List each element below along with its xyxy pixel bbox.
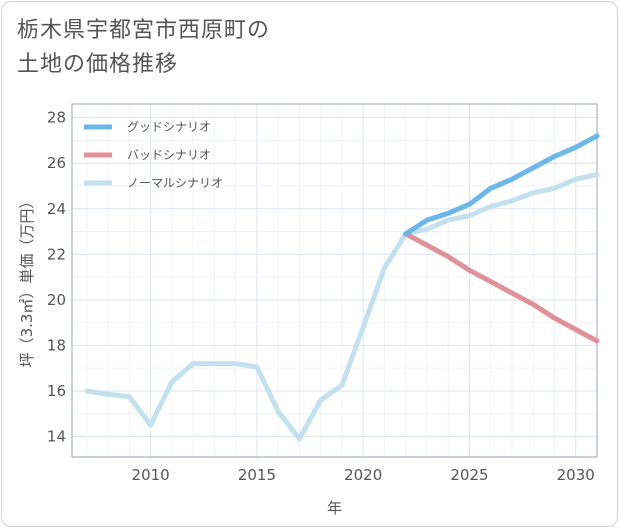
x-tick-label-2020: 2020 bbox=[344, 466, 382, 484]
chart-title: 栃木県宇都宮市西原町の 土地の価格推移 bbox=[17, 14, 417, 82]
y-tick-label-16: 16 bbox=[47, 382, 66, 400]
x-tick-label-2025: 2025 bbox=[450, 466, 488, 484]
series-line-2 bbox=[84, 172, 600, 442]
legend-label-1: バッドシナリオ bbox=[127, 148, 211, 162]
series-line-0 bbox=[403, 133, 600, 237]
chart-title-line-2: 土地の価格推移 bbox=[17, 52, 179, 77]
y-tick-label-28: 28 bbox=[47, 109, 66, 127]
y-tick-label-18: 18 bbox=[47, 336, 66, 354]
y-tick-label-20: 20 bbox=[47, 291, 66, 309]
legend-label-2: ノーマルシナリオ bbox=[127, 176, 223, 190]
chart-title-line-1: 栃木県宇都宮市西原町の bbox=[17, 18, 271, 43]
tick-labels: 2010 2015 2020 2025 2030 14 16 18 20 22 24 26 28 bbox=[47, 109, 595, 484]
y-tick-label-24: 24 bbox=[47, 200, 66, 218]
y-tick-label-22: 22 bbox=[47, 245, 66, 263]
legend-label-0: グッドシナリオ bbox=[127, 120, 211, 134]
y-tick-label-26: 26 bbox=[47, 154, 66, 172]
y-tick-label-14: 14 bbox=[47, 428, 66, 446]
x-tick-label-2030: 2030 bbox=[557, 466, 595, 484]
plot-frame bbox=[71, 103, 598, 458]
y-axis-label: 坪（3.3㎡）単価（万円） bbox=[18, 194, 36, 368]
series-line-1 bbox=[403, 231, 600, 344]
x-tick-label-2010: 2010 bbox=[132, 466, 170, 484]
series-layer bbox=[84, 133, 600, 442]
x-tick-label-2015: 2015 bbox=[238, 466, 276, 484]
x-axis-label: 年 bbox=[327, 499, 342, 517]
